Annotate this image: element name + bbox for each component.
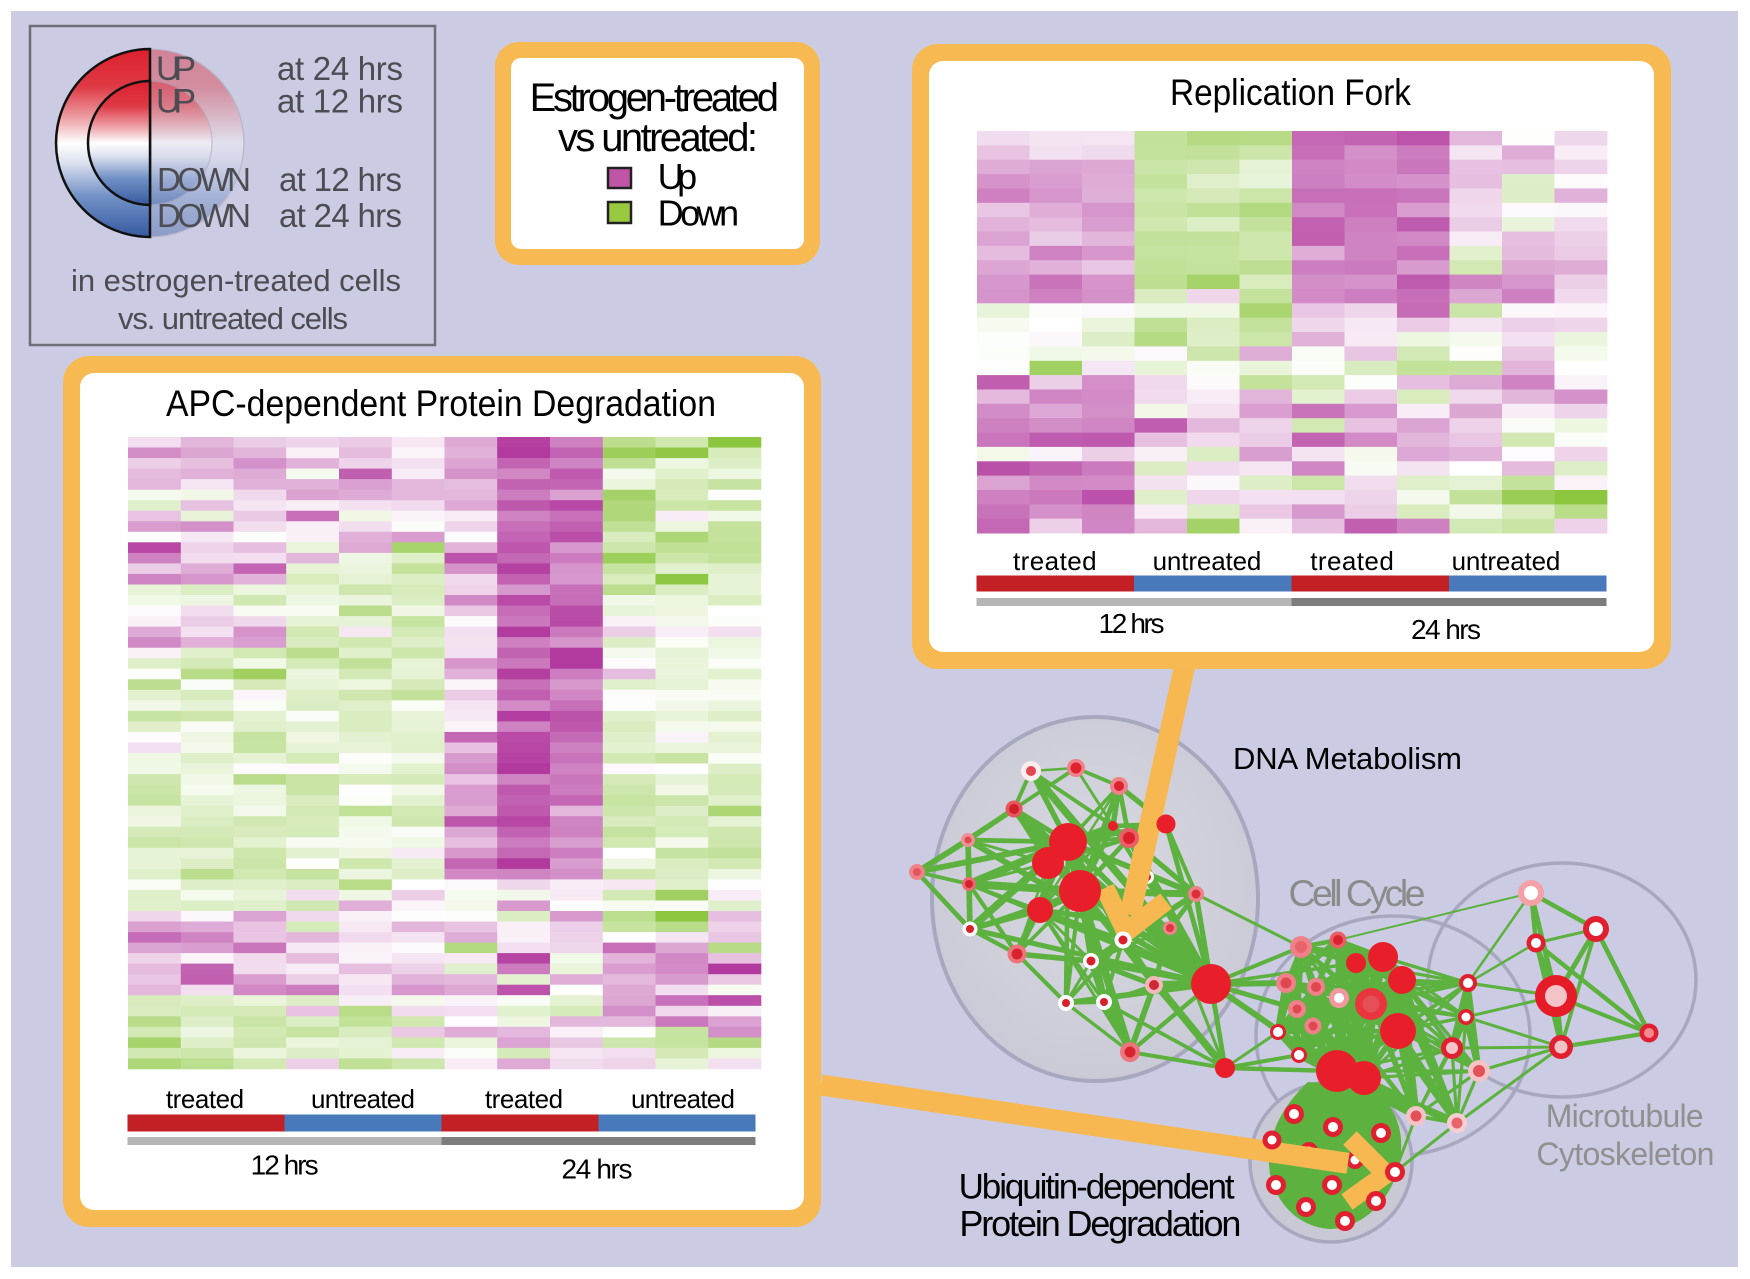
svg-text:at 24 hrs: at 24 hrs (279, 197, 402, 234)
svg-text:in estrogen-treated cells: in estrogen-treated cells (71, 263, 401, 298)
svg-text:at 12 hrs: at 12 hrs (279, 161, 402, 198)
svg-text:12 hrs: 12 hrs (251, 1150, 319, 1181)
svg-text:UP: UP (156, 50, 196, 88)
svg-text:12 hrs: 12 hrs (1099, 608, 1165, 639)
svg-text:DNA Metabolism: DNA Metabolism (1233, 741, 1462, 776)
svg-text:at 12 hrs: at 12 hrs (277, 83, 403, 120)
svg-text:Microtubule: Microtubule (1546, 1098, 1704, 1134)
svg-text:24 hrs: 24 hrs (1411, 614, 1481, 645)
svg-text:Replication Fork: Replication Fork (1170, 72, 1411, 113)
svg-text:APC-dependent Protein Degradat: APC-dependent Protein Degradation (166, 383, 716, 424)
svg-text:treated: treated (1013, 546, 1097, 576)
svg-text:UP: UP (156, 83, 196, 121)
svg-text:Estrogen-treated: Estrogen-treated (530, 76, 779, 120)
svg-text:Up: Up (658, 156, 698, 197)
svg-text:Ubiquitin-dependent: Ubiquitin-dependent (959, 1167, 1235, 1206)
svg-text:24 hrs: 24 hrs (562, 1153, 633, 1184)
svg-text:Down: Down (658, 192, 740, 233)
svg-text:treated: treated (485, 1084, 563, 1114)
svg-text:untreated: untreated (1452, 546, 1561, 576)
svg-text:treated: treated (1310, 546, 1394, 576)
svg-text:vs. untreated cells: vs. untreated cells (118, 301, 348, 336)
svg-text:untreated: untreated (1153, 546, 1262, 576)
svg-text:Cell Cycle: Cell Cycle (1289, 872, 1426, 914)
svg-text:Cytoskeleton: Cytoskeleton (1536, 1136, 1714, 1172)
svg-text:untreated: untreated (311, 1084, 415, 1114)
svg-text:untreated: untreated (631, 1084, 735, 1114)
svg-text:DOWN: DOWN (157, 161, 251, 198)
svg-text:Protein Degradation: Protein Degradation (959, 1203, 1241, 1244)
svg-text:DOWN: DOWN (157, 197, 251, 234)
svg-text:vs untreated:: vs untreated: (558, 116, 758, 160)
svg-text:treated: treated (166, 1084, 244, 1114)
svg-text:at 24 hrs: at 24 hrs (277, 50, 403, 87)
